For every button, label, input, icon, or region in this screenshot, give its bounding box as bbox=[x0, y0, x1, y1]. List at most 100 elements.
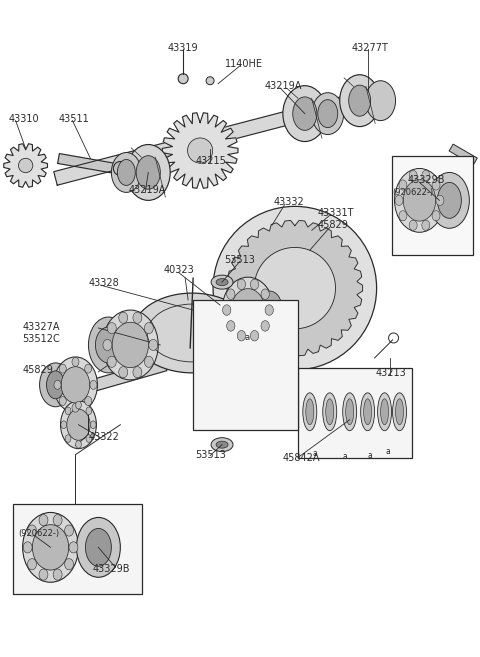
Text: 1140HE: 1140HE bbox=[225, 58, 263, 69]
Ellipse shape bbox=[293, 97, 317, 130]
Ellipse shape bbox=[265, 305, 274, 315]
Text: 43329B: 43329B bbox=[93, 564, 130, 574]
Ellipse shape bbox=[69, 542, 78, 553]
Ellipse shape bbox=[393, 393, 407, 431]
Ellipse shape bbox=[436, 195, 444, 206]
Polygon shape bbox=[59, 359, 167, 401]
Ellipse shape bbox=[306, 399, 314, 424]
Ellipse shape bbox=[117, 160, 135, 185]
FancyBboxPatch shape bbox=[449, 144, 477, 165]
Ellipse shape bbox=[422, 170, 430, 181]
Text: 53513: 53513 bbox=[224, 255, 255, 265]
Text: 40323: 40323 bbox=[163, 265, 194, 275]
Ellipse shape bbox=[326, 399, 334, 424]
Text: 53512C: 53512C bbox=[23, 334, 60, 344]
Ellipse shape bbox=[251, 279, 259, 290]
Ellipse shape bbox=[348, 85, 371, 116]
Ellipse shape bbox=[103, 340, 112, 351]
Ellipse shape bbox=[340, 75, 380, 127]
Circle shape bbox=[266, 351, 274, 358]
Ellipse shape bbox=[33, 525, 69, 570]
Ellipse shape bbox=[54, 357, 97, 413]
Ellipse shape bbox=[399, 211, 407, 221]
Circle shape bbox=[188, 138, 213, 163]
FancyBboxPatch shape bbox=[193, 300, 298, 430]
Text: 43319: 43319 bbox=[168, 43, 198, 53]
Ellipse shape bbox=[84, 397, 92, 405]
Text: 43322: 43322 bbox=[88, 432, 120, 442]
Ellipse shape bbox=[283, 85, 327, 141]
Circle shape bbox=[261, 318, 269, 326]
Ellipse shape bbox=[430, 172, 469, 228]
Ellipse shape bbox=[39, 569, 48, 580]
Text: (920622-): (920622-) bbox=[393, 189, 434, 197]
Ellipse shape bbox=[88, 317, 128, 373]
Text: 43219A: 43219A bbox=[265, 81, 302, 91]
Ellipse shape bbox=[65, 558, 73, 570]
Circle shape bbox=[254, 248, 336, 328]
Ellipse shape bbox=[360, 393, 374, 431]
Ellipse shape bbox=[75, 401, 81, 409]
Ellipse shape bbox=[223, 305, 231, 315]
Text: (920622-): (920622-) bbox=[19, 530, 60, 539]
Ellipse shape bbox=[303, 393, 317, 431]
Ellipse shape bbox=[61, 367, 90, 403]
Text: 45829: 45829 bbox=[23, 365, 53, 375]
Text: a: a bbox=[342, 452, 347, 461]
Ellipse shape bbox=[90, 421, 96, 428]
Text: a: a bbox=[312, 449, 317, 458]
Ellipse shape bbox=[227, 321, 235, 331]
Ellipse shape bbox=[144, 323, 153, 334]
Ellipse shape bbox=[65, 525, 73, 536]
Ellipse shape bbox=[261, 321, 269, 331]
Text: 43277T: 43277T bbox=[352, 43, 388, 53]
Ellipse shape bbox=[381, 399, 389, 424]
Ellipse shape bbox=[251, 330, 259, 341]
Circle shape bbox=[113, 162, 127, 175]
Ellipse shape bbox=[378, 393, 392, 431]
Ellipse shape bbox=[261, 289, 269, 300]
Ellipse shape bbox=[364, 399, 372, 424]
Ellipse shape bbox=[396, 399, 404, 424]
Ellipse shape bbox=[144, 356, 153, 367]
Ellipse shape bbox=[61, 421, 67, 428]
Ellipse shape bbox=[399, 180, 407, 190]
Ellipse shape bbox=[53, 514, 62, 526]
Ellipse shape bbox=[59, 397, 66, 405]
Text: 45842A: 45842A bbox=[283, 453, 320, 463]
Ellipse shape bbox=[133, 367, 142, 378]
FancyBboxPatch shape bbox=[298, 368, 412, 458]
Ellipse shape bbox=[237, 330, 246, 341]
Ellipse shape bbox=[343, 393, 357, 431]
Circle shape bbox=[178, 74, 188, 83]
Ellipse shape bbox=[395, 195, 403, 206]
Circle shape bbox=[213, 206, 377, 370]
Circle shape bbox=[206, 77, 214, 85]
Text: 53513: 53513 bbox=[195, 449, 226, 460]
Ellipse shape bbox=[39, 514, 48, 526]
Ellipse shape bbox=[72, 357, 79, 367]
Ellipse shape bbox=[75, 440, 81, 448]
Ellipse shape bbox=[323, 393, 336, 431]
Ellipse shape bbox=[227, 289, 235, 300]
Ellipse shape bbox=[111, 152, 141, 193]
Text: 43215: 43215 bbox=[195, 156, 226, 166]
Ellipse shape bbox=[119, 367, 128, 378]
Ellipse shape bbox=[133, 312, 142, 323]
Ellipse shape bbox=[84, 364, 92, 373]
Ellipse shape bbox=[54, 380, 61, 390]
Polygon shape bbox=[257, 362, 293, 397]
Text: a: a bbox=[367, 451, 372, 460]
Ellipse shape bbox=[126, 145, 170, 200]
Ellipse shape bbox=[65, 435, 71, 442]
Ellipse shape bbox=[39, 363, 72, 407]
Ellipse shape bbox=[149, 340, 157, 351]
Polygon shape bbox=[54, 86, 386, 185]
Ellipse shape bbox=[366, 81, 396, 121]
Ellipse shape bbox=[211, 275, 233, 289]
Ellipse shape bbox=[258, 291, 282, 325]
Text: 43332: 43332 bbox=[274, 197, 305, 208]
Ellipse shape bbox=[67, 409, 90, 440]
Ellipse shape bbox=[23, 512, 78, 582]
Ellipse shape bbox=[47, 371, 64, 399]
